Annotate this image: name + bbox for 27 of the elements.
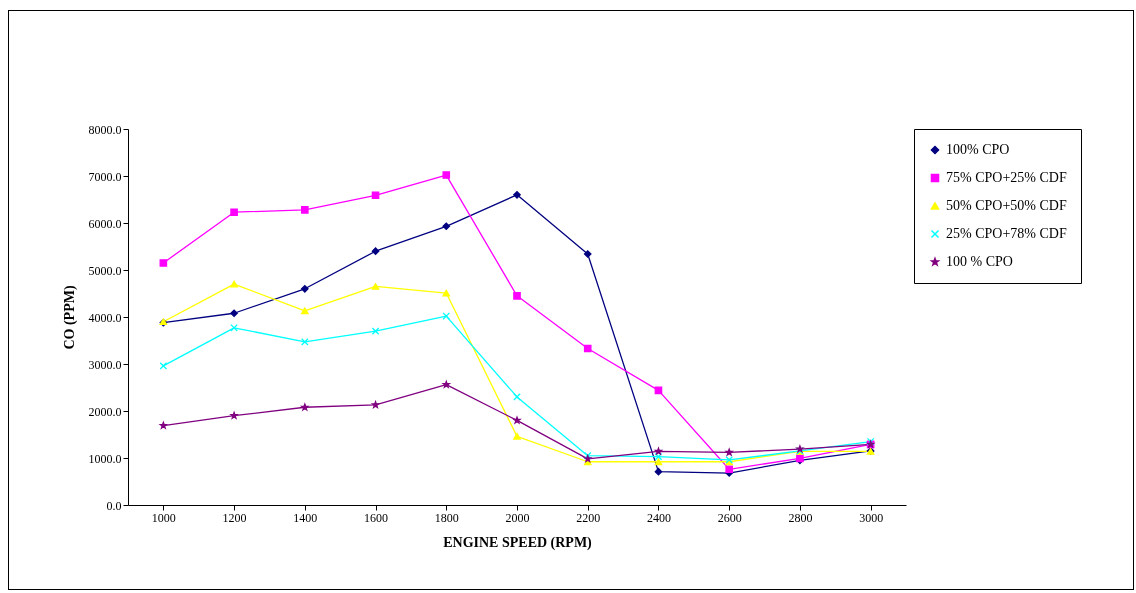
legend-label: 75% CPO+25% CDF (946, 170, 1067, 185)
y-tick-label: 0.0 (106, 498, 122, 513)
x-tick-label: 1000 (151, 510, 176, 525)
x-axis-title: ENGINE SPEED (RPM) (443, 534, 593, 551)
x-tick-label: 3000 (859, 510, 884, 525)
y-tick-label: 7000.0 (88, 169, 122, 184)
x-tick-label: 2200 (576, 510, 601, 525)
y-tick-label: 2000.0 (88, 404, 122, 419)
y-tick-label: 5000.0 (88, 263, 122, 278)
legend-label: 100% CPO (946, 142, 1010, 157)
y-axis-title: CO (PPM) (61, 285, 78, 350)
y-tick-label: 1000.0 (88, 451, 122, 466)
x-tick-label: 2400 (646, 510, 671, 525)
legend-label: 25% CPO+78% CDF (946, 226, 1067, 241)
x-tick-label: 1400 (293, 510, 318, 525)
x-tick-label: 2600 (717, 510, 742, 525)
x-tick-label: 2000 (505, 510, 530, 525)
y-tick-label: 4000.0 (88, 310, 122, 325)
legend-label: 100 % CPO (946, 254, 1013, 269)
y-tick-label: 3000.0 (88, 357, 122, 372)
x-tick-label: 1800 (434, 510, 459, 525)
x-tick-label: 1200 (222, 510, 247, 525)
legend-label: 50% CPO+50% CDF (946, 198, 1067, 213)
y-tick-label: 8000.0 (88, 122, 122, 137)
x-tick-label: 1600 (364, 510, 389, 525)
x-tick-label: 2800 (788, 510, 813, 525)
y-tick-label: 6000.0 (88, 216, 122, 231)
